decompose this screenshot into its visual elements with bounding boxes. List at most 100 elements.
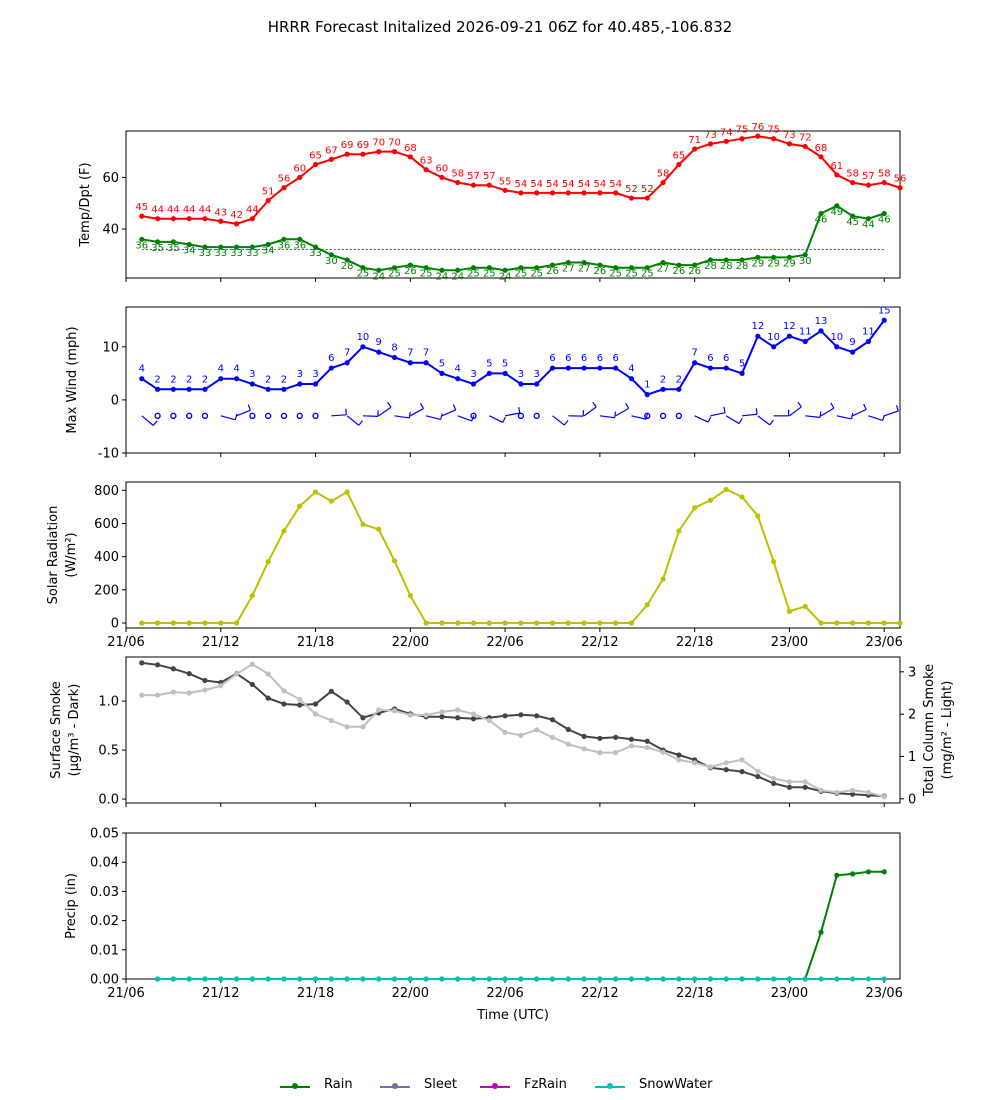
solar-point	[470, 620, 477, 626]
solar-point	[312, 489, 319, 495]
wind-calm-marker	[264, 412, 272, 420]
snowwater-point	[265, 976, 271, 982]
temp-data-label: 76	[751, 122, 764, 133]
smoke_column-point	[439, 709, 445, 715]
solar-point	[834, 620, 840, 626]
smoke_surface-point	[170, 666, 176, 672]
x-tick-label: 21/18	[297, 986, 334, 1001]
wind-barb-flag	[592, 401, 597, 408]
dewpoint-point	[423, 265, 429, 271]
rain-point	[881, 869, 887, 875]
smoke_surface-point	[786, 784, 793, 790]
wind-data-label: 4	[233, 364, 239, 375]
smoke_column-point	[707, 764, 714, 770]
temp-point	[739, 136, 745, 142]
y-tick-label: 0.02	[90, 914, 119, 929]
dewpoint-data-label: 25	[357, 269, 370, 280]
snowwater-point	[802, 976, 808, 982]
wind-calm-marker	[296, 412, 303, 420]
dewpoint-point	[139, 236, 145, 242]
temp-point	[202, 216, 208, 222]
wind-data-label: 4	[455, 364, 461, 375]
temp-data-label: 58	[657, 169, 670, 180]
wind-data-label: 11	[799, 327, 812, 338]
dewpoint-point	[391, 265, 398, 271]
y-axis-label-right: Total Column Smoke (mg/m² - Light)	[922, 664, 955, 797]
wind-data-label: 10	[767, 332, 780, 343]
dewpoint-point	[407, 262, 413, 268]
wind-data-label: 3	[470, 369, 476, 380]
wind-point	[312, 381, 319, 387]
x-tick-label: 23/06	[865, 986, 902, 1001]
wind-frame	[125, 306, 901, 454]
smoke_column-point	[281, 688, 287, 694]
temp-data-label: 44	[151, 205, 164, 216]
smoke_column-point	[660, 749, 666, 755]
temp-data-label: 44	[246, 205, 259, 216]
dewpoint-point	[597, 262, 603, 268]
smoke_column-point	[297, 696, 303, 702]
y-axis-label: Solar Radiation (W/m²)	[46, 506, 79, 605]
wind-data-label: 5	[486, 358, 492, 369]
rain-point	[834, 872, 840, 878]
y-tick-label: 0.04	[90, 856, 119, 871]
rain-point	[865, 869, 872, 875]
smoke_column-point	[218, 683, 224, 689]
dewpoint-point	[834, 203, 840, 209]
temp-point	[265, 198, 271, 204]
solar-line	[141, 488, 900, 624]
dewpoint-point	[265, 241, 271, 248]
dewpoint-data-label: 28	[720, 261, 733, 272]
dewpoint-point	[534, 265, 540, 271]
wind-point	[502, 370, 508, 376]
smoke_surface-point	[455, 715, 461, 721]
dewpoint-point	[739, 257, 745, 263]
dewpoint-point	[850, 213, 856, 219]
wind-barb-flag	[830, 402, 835, 409]
dewpoint-point	[470, 265, 477, 271]
temp-data-label: 70	[388, 138, 401, 149]
solar-point	[771, 559, 777, 565]
wind-data-label: 2	[281, 374, 287, 385]
temp-data-label: 68	[815, 143, 828, 154]
dewpoint-point	[881, 210, 887, 217]
snowwater-point	[218, 976, 224, 982]
dewpoint-point	[218, 244, 224, 250]
temp-data-label: 70	[372, 138, 385, 149]
smoke_surface-point	[771, 780, 777, 787]
temp-point	[407, 154, 413, 160]
smoke_column-point	[723, 760, 729, 766]
snowwater-point	[518, 976, 524, 982]
temp-data-label: 65	[309, 151, 322, 162]
temp-point	[391, 149, 398, 155]
wind-data-label: 10	[830, 332, 843, 343]
wind-point	[186, 386, 192, 392]
dewpoint-data-label: 25	[388, 269, 401, 280]
temp-point	[376, 149, 382, 155]
dewpoint-data-label: 49	[830, 207, 843, 218]
wind-data-label: 7	[691, 348, 697, 359]
wind-barb	[410, 408, 424, 417]
smoke_column-point	[739, 757, 745, 763]
wind-data-label: 9	[376, 337, 382, 348]
temp-point	[170, 216, 176, 222]
wind-data-label: 6	[707, 353, 713, 364]
solar-point	[281, 528, 287, 534]
smoke_column-point	[755, 768, 761, 774]
dewpoint-point	[233, 244, 240, 250]
snowwater-point	[850, 976, 856, 982]
wind-data-label: 11	[862, 327, 875, 338]
temp-data-label: 69	[341, 140, 354, 151]
dewpoint-data-label: 33	[199, 248, 212, 259]
wind-barb	[504, 412, 520, 417]
legend-marker	[392, 1083, 398, 1089]
wind-data-label: 6	[723, 353, 729, 364]
wind-point	[692, 360, 698, 366]
snowwater-point	[881, 976, 887, 982]
dewpoint-data-label: 34	[183, 245, 196, 256]
wind-point	[628, 376, 635, 382]
wind-barb-flag	[563, 419, 569, 426]
wind-data-label: 4	[139, 364, 145, 375]
dewpoint-point	[281, 236, 287, 242]
snowwater-point	[865, 976, 872, 982]
